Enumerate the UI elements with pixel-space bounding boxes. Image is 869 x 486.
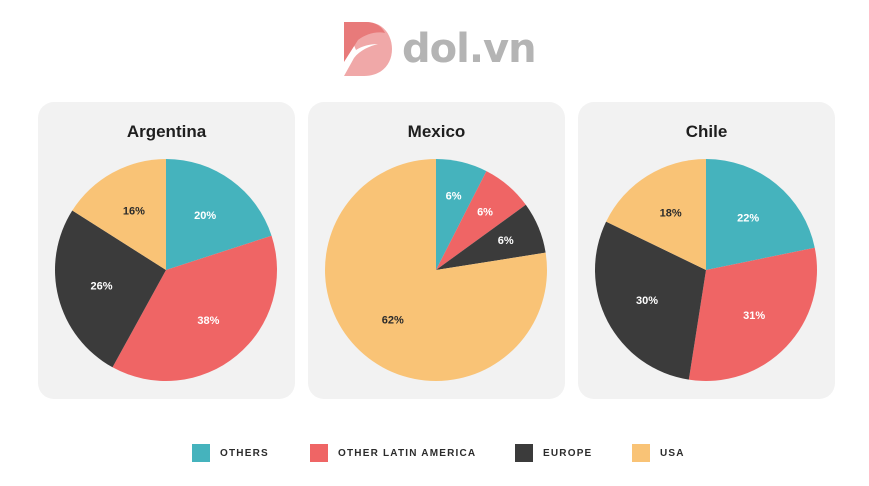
pie-slice-usa xyxy=(72,159,166,270)
chart-panel-chile: Chile 22% 31% 30% 18% xyxy=(578,102,835,399)
pie-slice-usa xyxy=(325,159,547,381)
brand-name: dol.vn xyxy=(402,26,537,72)
pie-slice-others xyxy=(166,159,272,270)
legend-label: USA xyxy=(660,447,685,459)
slice-label-usa: 62% xyxy=(382,315,404,327)
legend-item-europe: EUROPE xyxy=(515,444,592,462)
slice-label-others: 6% xyxy=(446,191,462,203)
slice-label-others: 20% xyxy=(194,210,216,222)
chart-panel-mexico: Mexico 6% 6% 6% 62% xyxy=(308,102,565,399)
legend-label: OTHERS xyxy=(220,447,269,459)
pie-chart: 22% 31% 30% 18% xyxy=(595,159,817,381)
legend-item-others: OTHERS xyxy=(192,444,269,462)
pie-slice-others xyxy=(706,159,815,270)
slice-label-europe: 26% xyxy=(90,280,112,292)
dol-logo-icon xyxy=(344,22,392,76)
pie-slice-other-latin-america xyxy=(688,247,817,381)
legend: OTHERS OTHER LATIN AMERICA EUROPE USA xyxy=(0,444,869,464)
slice-label-other-latin-america: 38% xyxy=(197,315,219,327)
pie-slice-europe xyxy=(436,204,546,270)
legend-swatch xyxy=(515,444,533,462)
pie-chart: 6% 6% 6% 62% xyxy=(325,159,547,381)
pie-slice-usa xyxy=(606,159,706,270)
legend-label: EUROPE xyxy=(543,447,593,459)
pie-slice-other-latin-america xyxy=(436,171,526,270)
brand-logo: dol.vn xyxy=(340,18,540,80)
legend-swatch xyxy=(310,444,328,462)
legend-item-usa: USA xyxy=(632,444,685,462)
pie-slice-other-latin-america xyxy=(112,235,277,381)
slice-label-usa: 16% xyxy=(123,206,145,218)
legend-swatch xyxy=(192,444,210,462)
slice-label-europe: 6% xyxy=(498,235,514,247)
slice-label-usa: 18% xyxy=(660,207,682,219)
chart-title: Argentina xyxy=(126,122,207,141)
chart-title: Chile xyxy=(685,122,728,141)
slice-label-other-latin-america: 6% xyxy=(477,207,493,219)
slice-label-others: 22% xyxy=(737,212,759,224)
slice-label-other-latin-america: 31% xyxy=(743,310,765,322)
pie-slice-europe xyxy=(54,210,166,368)
legend-swatch xyxy=(632,444,650,462)
chart-title: Mexico xyxy=(407,122,466,141)
legend-item-other-latin-america: OTHER LATIN AMERICA xyxy=(310,444,476,462)
legend-label: OTHER LATIN AMERICA xyxy=(338,447,477,459)
pie-chart: 20% 38% 26% 16% xyxy=(54,159,277,381)
pie-slice-europe xyxy=(595,221,706,380)
slice-label-europe: 30% xyxy=(636,295,658,307)
pie-slice-others xyxy=(436,159,487,270)
chart-panel-argentina: Argentina 20% 38% 26% 16% xyxy=(38,102,295,399)
